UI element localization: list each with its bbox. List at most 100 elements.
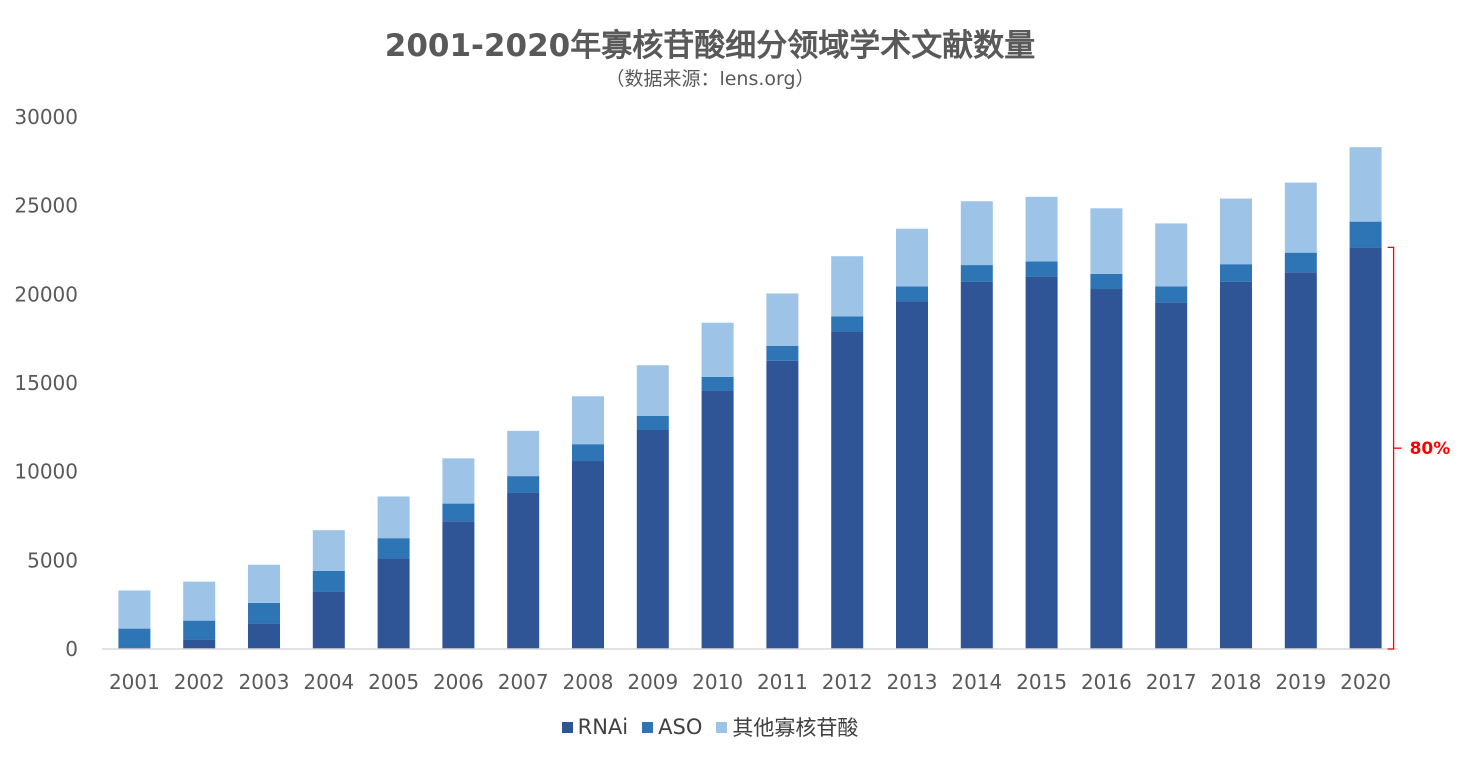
bar-其他寡核苷酸-2007 xyxy=(507,430,540,477)
bar-ASO-2003 xyxy=(248,602,280,624)
bar-ASO-2013 xyxy=(896,286,928,302)
y-tick-label: 20000 xyxy=(14,282,78,306)
x-tick-label: 2015 xyxy=(1016,670,1067,694)
x-tick-label: 2010 xyxy=(692,670,743,694)
bar-RNAi-2019 xyxy=(1284,272,1317,649)
bar-其他寡核苷酸-2013 xyxy=(896,228,928,287)
bar-RNAi-2011 xyxy=(766,360,799,649)
bar-ASO-2001 xyxy=(118,628,151,648)
x-tick-label: 2009 xyxy=(627,670,678,694)
bar-其他寡核苷酸-2015 xyxy=(1025,196,1058,262)
x-tick-label: 2004 xyxy=(303,670,354,694)
x-tick-label: 2003 xyxy=(239,670,290,694)
x-tick-label: 2016 xyxy=(1081,670,1132,694)
bar-RNAi-2012 xyxy=(831,331,864,649)
chart-subtitle: （数据来源：lens.org） xyxy=(605,68,815,90)
bar-ASO-2008 xyxy=(572,444,604,462)
bar-其他寡核苷酸-2001 xyxy=(118,590,151,629)
bar-RNAi-2014 xyxy=(960,281,993,649)
bar-RNAi-2005 xyxy=(377,558,410,649)
x-tick-label: 2017 xyxy=(1146,670,1197,694)
legend: RNAi ASO 其他寡核苷酸 xyxy=(0,712,1420,742)
legend-item: RNAi xyxy=(561,714,629,739)
bar-其他寡核苷酸-2010 xyxy=(701,322,734,377)
bar-RNAi-2001 xyxy=(118,647,151,649)
bar-ASO-2012 xyxy=(831,316,864,332)
x-tick-label: 2008 xyxy=(563,670,614,694)
legend-label: 其他寡核苷酸 xyxy=(732,716,859,740)
bar-其他寡核苷酸-2017 xyxy=(1155,223,1188,287)
bar-ASO-2016 xyxy=(1090,273,1123,290)
y-axis: 0 5000 10000 15000 20000 25000 30000 xyxy=(14,105,78,661)
bar-RNAi-2003 xyxy=(248,623,280,649)
x-tick-label: 2007 xyxy=(498,670,549,694)
bar-其他寡核苷酸-2016 xyxy=(1090,208,1123,274)
legend-item: 其他寡核苷酸 xyxy=(716,712,858,742)
bar-ASO-2009 xyxy=(636,415,669,430)
legend-label: RNAi xyxy=(577,715,629,739)
bar-其他寡核苷酸-2004 xyxy=(312,530,345,571)
chart-title: 2001-2020年寡核苷酸细分领域学术文献数量 xyxy=(384,28,1036,64)
bar-ASO-2019 xyxy=(1284,252,1317,273)
bar-ASO-2006 xyxy=(442,503,475,522)
bar-RNAi-2020 xyxy=(1349,247,1382,649)
bar-其他寡核苷酸-2006 xyxy=(442,458,475,504)
x-tick-label: 2011 xyxy=(757,670,808,694)
bar-RNAi-2004 xyxy=(312,591,345,649)
bar-RNAi-2006 xyxy=(442,521,475,649)
bar-ASO-2014 xyxy=(960,265,993,282)
annotation-label: 80% xyxy=(1410,439,1451,459)
x-tick-label: 2006 xyxy=(433,670,484,694)
bar-RNAi-2018 xyxy=(1220,281,1252,649)
x-tick-label: 2019 xyxy=(1275,670,1326,694)
legend-swatch xyxy=(642,721,654,733)
annotation-bracket: 80% xyxy=(1387,246,1451,650)
bar-其他寡核苷酸-2003 xyxy=(248,564,280,603)
bar-RNAi-2010 xyxy=(701,390,734,649)
bar-RNAi-2017 xyxy=(1155,302,1188,649)
x-tick-label: 2013 xyxy=(887,670,938,694)
y-tick-label: 15000 xyxy=(14,371,78,395)
bar-ASO-2005 xyxy=(377,538,410,559)
legend-label: ASO xyxy=(658,715,703,739)
bar-ASO-2007 xyxy=(507,476,540,493)
bar-其他寡核苷酸-2011 xyxy=(766,293,799,346)
x-tick-label: 2002 xyxy=(174,670,225,694)
bar-ASO-2020 xyxy=(1349,221,1382,248)
bar-其他寡核苷酸-2014 xyxy=(960,201,993,266)
bar-其他寡核苷酸-2002 xyxy=(183,581,216,621)
bar-RNAi-2002 xyxy=(183,639,216,649)
annotation-bracket-line xyxy=(1387,246,1395,650)
bar-其他寡核苷酸-2009 xyxy=(636,365,669,416)
bar-其他寡核苷酸-2019 xyxy=(1284,182,1317,253)
bar-ASO-2011 xyxy=(766,345,799,361)
y-tick-label: 5000 xyxy=(27,548,78,572)
bar-其他寡核苷酸-2012 xyxy=(831,256,864,317)
x-tick-label: 2018 xyxy=(1211,670,1262,694)
x-tick-label: 2005 xyxy=(368,670,419,694)
y-tick-label: 25000 xyxy=(14,194,78,218)
bar-ASO-2002 xyxy=(183,620,216,640)
bar-RNAi-2008 xyxy=(572,461,604,649)
bar-其他寡核苷酸-2008 xyxy=(572,396,604,445)
y-tick-label: 0 xyxy=(65,637,78,661)
bar-RNAi-2015 xyxy=(1025,276,1058,649)
bar-RNAi-2013 xyxy=(896,301,928,649)
bar-ASO-2018 xyxy=(1220,264,1252,282)
bar-其他寡核苷酸-2018 xyxy=(1220,198,1252,265)
x-axis: 2001 2002 2003 2004 2005 2006 2007 2008 2009 2010… xyxy=(109,670,1391,694)
legend-swatch xyxy=(561,721,573,733)
bar-ASO-2010 xyxy=(701,376,734,391)
x-tick-label: 2014 xyxy=(951,670,1002,694)
bars xyxy=(118,147,1382,649)
bar-RNAi-2009 xyxy=(636,429,669,649)
bar-ASO-2015 xyxy=(1025,261,1058,277)
legend-swatch xyxy=(716,721,728,733)
bar-其他寡核苷酸-2005 xyxy=(377,496,410,539)
bar-ASO-2017 xyxy=(1155,286,1188,303)
bar-其他寡核苷酸-2020 xyxy=(1349,147,1382,222)
bar-ASO-2004 xyxy=(312,570,345,592)
x-tick-label: 2012 xyxy=(822,670,873,694)
x-tick-label: 2001 xyxy=(109,670,160,694)
